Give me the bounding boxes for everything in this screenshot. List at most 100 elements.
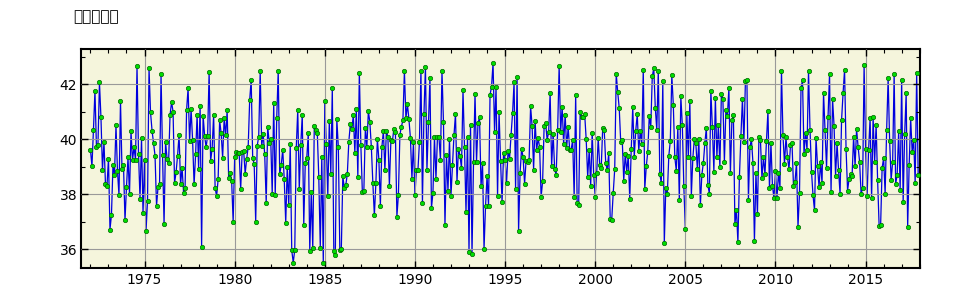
Point bbox=[326, 249, 341, 254]
Point bbox=[888, 181, 903, 186]
Point bbox=[610, 90, 626, 95]
Point bbox=[825, 96, 840, 101]
Point bbox=[542, 91, 558, 96]
Point bbox=[224, 179, 240, 184]
Point bbox=[703, 89, 718, 94]
Point bbox=[451, 146, 467, 151]
Point bbox=[660, 192, 675, 197]
Point bbox=[148, 203, 164, 208]
Point bbox=[584, 130, 600, 135]
Point bbox=[86, 127, 102, 132]
Point bbox=[105, 163, 121, 167]
Point bbox=[531, 136, 546, 141]
Point bbox=[206, 112, 221, 117]
Point bbox=[291, 186, 307, 191]
Point bbox=[445, 163, 460, 168]
Point bbox=[652, 171, 668, 176]
Point bbox=[238, 171, 253, 176]
Point bbox=[305, 246, 320, 251]
Point bbox=[835, 91, 851, 96]
Point bbox=[582, 148, 597, 153]
Point bbox=[751, 135, 766, 140]
Point bbox=[576, 114, 591, 119]
Point bbox=[434, 68, 449, 73]
Point bbox=[790, 224, 806, 229]
Point bbox=[413, 68, 428, 73]
Point bbox=[505, 111, 520, 116]
Point bbox=[872, 223, 887, 228]
Point bbox=[899, 91, 914, 96]
Point bbox=[215, 155, 230, 160]
Point bbox=[849, 127, 864, 132]
Point bbox=[260, 124, 275, 129]
Point bbox=[232, 151, 247, 156]
Point bbox=[838, 147, 854, 152]
Point bbox=[738, 78, 753, 83]
Point bbox=[748, 170, 764, 175]
Point bbox=[441, 188, 456, 193]
Point bbox=[687, 136, 702, 141]
Point bbox=[335, 174, 351, 178]
Point bbox=[143, 110, 158, 115]
Point bbox=[869, 122, 884, 127]
Point bbox=[201, 70, 217, 74]
Point bbox=[883, 178, 899, 182]
Point bbox=[87, 88, 103, 93]
Point bbox=[180, 86, 195, 91]
Point bbox=[852, 159, 867, 164]
Point bbox=[552, 64, 567, 69]
Point bbox=[684, 193, 699, 198]
Point bbox=[378, 129, 394, 134]
Point bbox=[194, 244, 209, 249]
Point bbox=[806, 193, 821, 198]
Point bbox=[304, 189, 319, 194]
Point bbox=[190, 112, 205, 117]
Point bbox=[236, 149, 251, 153]
Point bbox=[433, 157, 448, 162]
Point bbox=[422, 75, 438, 80]
Point bbox=[515, 155, 531, 160]
Point bbox=[676, 184, 692, 189]
Point bbox=[718, 108, 734, 113]
Point bbox=[170, 153, 185, 158]
Point bbox=[150, 185, 166, 189]
Point bbox=[246, 162, 262, 167]
Point bbox=[298, 160, 313, 165]
Point bbox=[330, 116, 345, 121]
Point bbox=[634, 142, 650, 147]
Point bbox=[595, 125, 610, 130]
Point bbox=[295, 112, 310, 117]
Point bbox=[301, 131, 316, 136]
Point bbox=[497, 158, 513, 163]
Point bbox=[556, 142, 571, 147]
Point bbox=[553, 130, 568, 135]
Point bbox=[267, 192, 283, 197]
Point bbox=[727, 222, 742, 227]
Point bbox=[589, 170, 604, 175]
Point bbox=[484, 84, 499, 89]
Point bbox=[513, 146, 529, 151]
Point bbox=[110, 169, 125, 174]
Point bbox=[243, 77, 259, 82]
Point bbox=[730, 240, 745, 245]
Point bbox=[823, 190, 838, 195]
Point bbox=[93, 115, 108, 120]
Point bbox=[483, 92, 498, 97]
Point bbox=[671, 125, 686, 130]
Point bbox=[793, 85, 809, 90]
Point bbox=[910, 173, 925, 178]
Point bbox=[645, 74, 660, 79]
Point bbox=[697, 141, 713, 145]
Point bbox=[121, 155, 136, 160]
Point bbox=[108, 123, 124, 128]
Point bbox=[608, 71, 624, 76]
Point bbox=[555, 104, 570, 109]
Point bbox=[833, 118, 849, 123]
Point bbox=[98, 181, 113, 186]
Point bbox=[270, 68, 285, 73]
Point bbox=[152, 181, 168, 186]
Point bbox=[598, 160, 613, 165]
Point bbox=[761, 108, 776, 113]
Point bbox=[280, 165, 295, 170]
Point bbox=[217, 116, 232, 121]
